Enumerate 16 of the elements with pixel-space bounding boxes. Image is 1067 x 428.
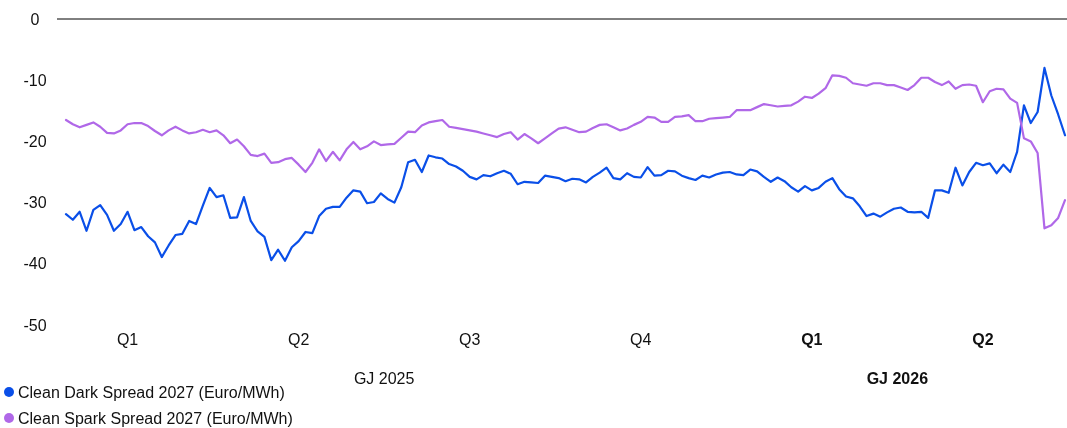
y-tick-label: -50 <box>23 316 47 334</box>
y-tick-label: -40 <box>23 255 47 273</box>
text: GJ 2025 <box>353 370 415 387</box>
x-tick-label: Q4 <box>630 331 652 348</box>
text: GJ 2026 <box>866 370 929 387</box>
y-tick-label: -10 <box>23 71 47 89</box>
legend-label: Clean Spark Spread 2027 (Euro/MWh) <box>18 409 293 427</box>
x-tick-label: Q2 <box>972 331 994 348</box>
legend-label: Clean Dark Spread 2027 (Euro/MWh) <box>18 383 285 401</box>
y-tick-label: -20 <box>23 133 47 150</box>
y-tick-label: -30 <box>23 194 47 212</box>
y-tick-label: 0 <box>30 10 40 28</box>
x-tick-label: Q1 <box>801 331 823 348</box>
x-tick-label: Q1 <box>116 331 139 348</box>
x-tick-label: Q2 <box>287 331 310 348</box>
x-tick-label: Q3 <box>459 331 481 348</box>
